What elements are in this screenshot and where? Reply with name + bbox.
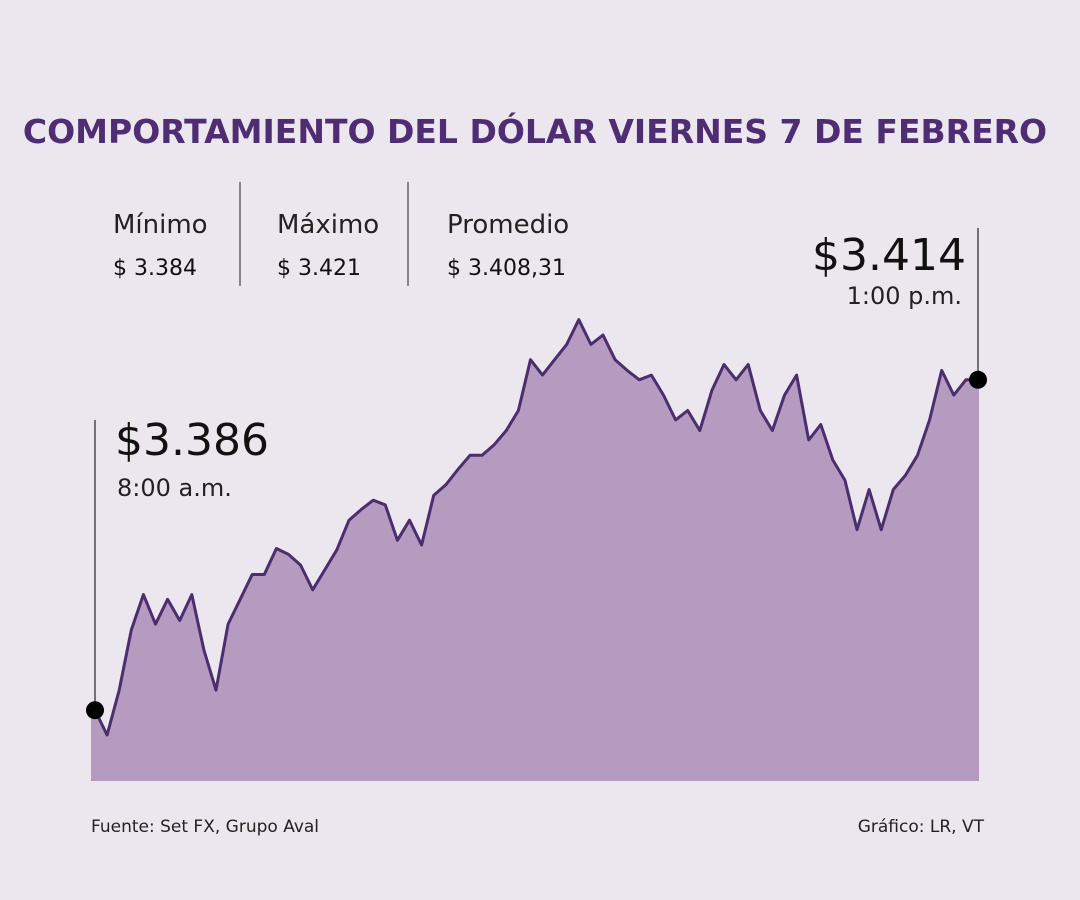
end-time: 1:00 p.m.: [847, 282, 962, 310]
stat-value: $ 3.421: [277, 256, 361, 281]
stat-value: $ 3.384: [113, 256, 197, 281]
line: [93, 318, 978, 737]
start-point: [86, 701, 104, 720]
start-time: 8:00 a.m.: [117, 474, 232, 502]
credit: Gráfico: LR, VT: [858, 817, 985, 837]
stat-value: $ 3.408,31: [447, 256, 566, 281]
area: [91, 319, 979, 781]
source: Fuente: Set FX, Grupo Aval: [91, 817, 319, 837]
stat-label: Mínimo: [113, 210, 208, 240]
start-value: $3.386: [115, 415, 269, 466]
stat-label: Máximo: [277, 210, 379, 240]
end-point: [969, 370, 987, 389]
end-value: $3.414: [812, 230, 966, 281]
stat-label: Promedio: [447, 210, 569, 240]
chart-title: COMPORTAMIENTO DEL DÓLAR VIERNES 7 DE FE…: [23, 111, 1047, 151]
